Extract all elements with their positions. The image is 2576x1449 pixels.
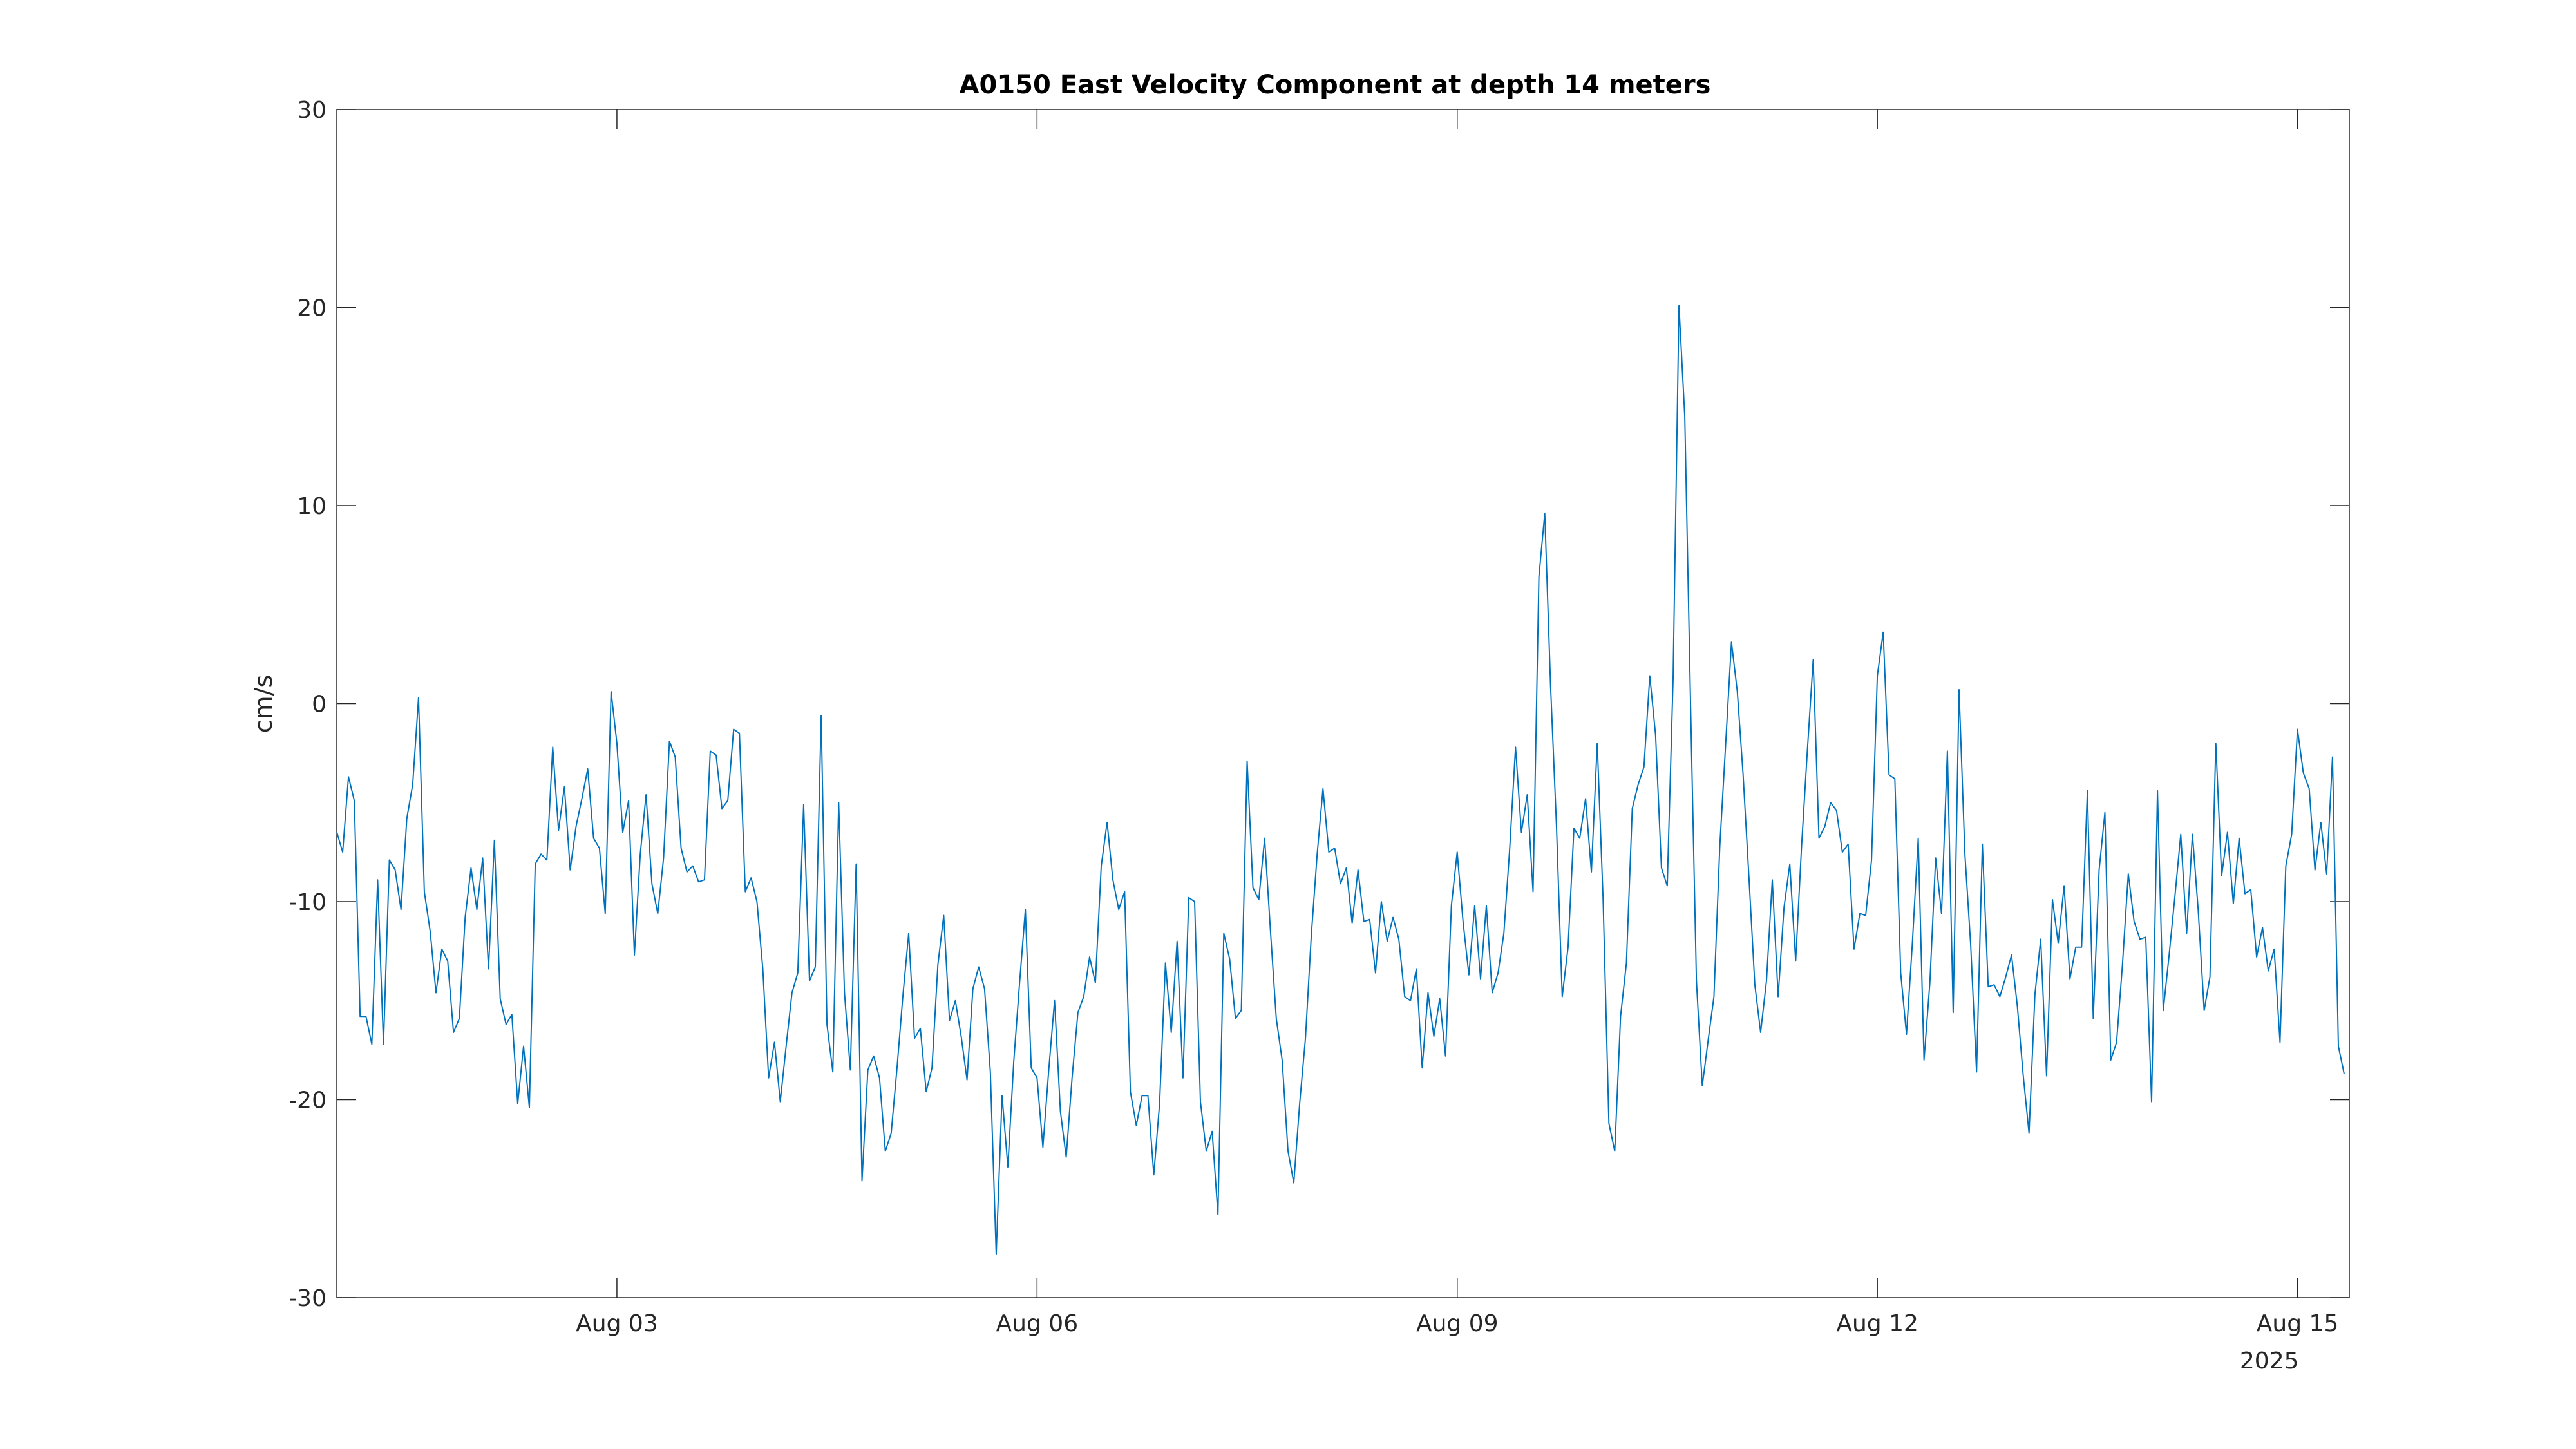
plot-area (336, 109, 2350, 1298)
x-tick-label: Aug 03 (576, 1311, 658, 1337)
y-tick-label: 0 (312, 692, 327, 718)
y-tick-label: 30 (297, 97, 327, 124)
x-tick-label: Aug 15 (2257, 1311, 2339, 1337)
x-tick-label: Aug 09 (1416, 1311, 1499, 1337)
axis-ticks: 30 20 10 0 -10 -20 -30 Aug 03 Aug 06 Aug 09 Aug 12… (289, 97, 2349, 1337)
series-line-east-velocity (336, 305, 2345, 1255)
x-axis-year-label: 2025 (2240, 1348, 2299, 1374)
y-axis-label: cm/s (249, 675, 278, 734)
y-tick-label: -10 (289, 889, 327, 916)
y-tick-label: 20 (297, 296, 327, 322)
y-tick-label: 10 (297, 493, 327, 520)
y-tick-label: -20 (289, 1088, 327, 1114)
x-tick-label: Aug 06 (996, 1311, 1079, 1337)
x-tick-label: Aug 12 (1836, 1311, 1918, 1337)
y-tick-label: -30 (289, 1285, 327, 1312)
series-group (336, 305, 2345, 1255)
chart-title: A0150 East Velocity Component at depth 1… (960, 70, 1711, 100)
plot-axes (336, 109, 2350, 1298)
